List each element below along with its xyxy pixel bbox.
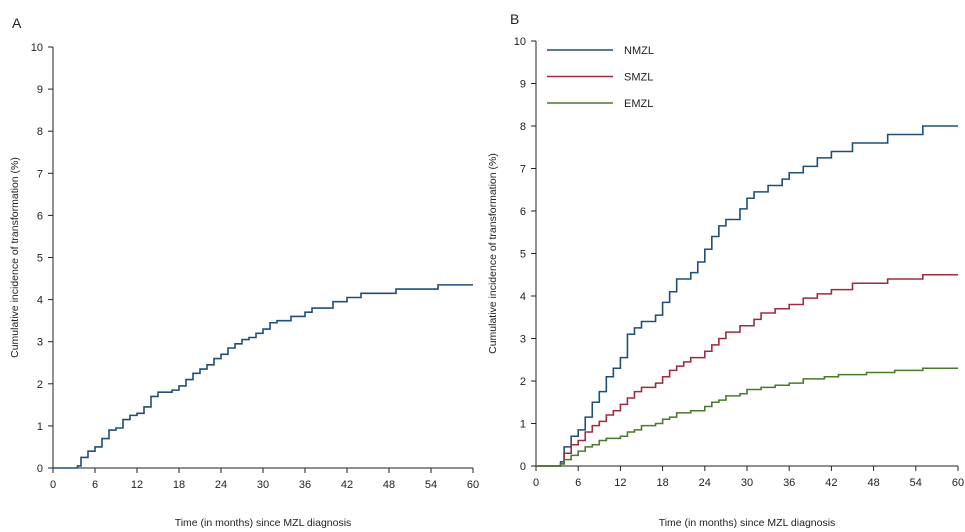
panel-label: A (12, 15, 22, 31)
y-tick-label: 2 (37, 379, 43, 391)
y-tick-label: 0 (37, 463, 43, 475)
x-tick-label: 18 (656, 477, 668, 489)
x-tick-label: 24 (699, 477, 711, 489)
x-tick-label: 48 (867, 477, 879, 489)
y-tick-label: 8 (37, 126, 43, 138)
y-tick-label: 5 (37, 253, 43, 265)
smzl-series-line (536, 273, 958, 467)
x-tick-label: 0 (533, 477, 539, 489)
y-tick-label: 7 (520, 164, 526, 176)
nmzl-series-line (536, 125, 958, 467)
legend-label-smzl: SMZL (624, 72, 653, 84)
x-tick-label: 0 (50, 479, 56, 491)
x-tick-label: 18 (173, 479, 185, 491)
y-tick-label: 4 (37, 295, 43, 307)
x-tick-label: 60 (952, 477, 964, 489)
y-tick-label: 8 (520, 121, 526, 133)
x-tick-label: 6 (575, 477, 581, 489)
y-tick-label: 0 (520, 461, 526, 473)
x-tick-label: 54 (425, 479, 437, 491)
cumulative-incidence-series-line (53, 284, 473, 469)
legend-label-nmzl: NMZL (624, 45, 654, 57)
x-tick-label: 36 (783, 477, 795, 489)
y-tick-label: 2 (520, 376, 526, 388)
x-tick-label: 12 (614, 477, 626, 489)
emzl-series-line (536, 367, 958, 467)
y-tick-label: 1 (520, 419, 526, 431)
legend-label-emzl: EMZL (624, 98, 653, 110)
x-tick-label: 36 (299, 479, 311, 491)
y-tick-label: 5 (520, 249, 526, 261)
y-tick-label: 3 (37, 337, 43, 349)
y-tick-label: 4 (520, 291, 526, 303)
x-tick-label: 24 (215, 479, 227, 491)
x-axis-title: Time (in months) since MZL diagnosis (659, 517, 836, 529)
y-tick-label: 10 (31, 42, 43, 54)
y-tick-label: 6 (37, 210, 43, 222)
panel-label: B (510, 11, 519, 27)
y-tick-label: 9 (37, 84, 43, 96)
x-tick-label: 30 (741, 477, 753, 489)
x-tick-label: 54 (910, 477, 922, 489)
y-tick-label: 7 (37, 168, 43, 180)
x-tick-label: 6 (92, 479, 98, 491)
x-axis-title: Time (in months) since MZL diagnosis (175, 517, 352, 529)
y-tick-label: 10 (514, 36, 526, 48)
x-tick-label: 30 (257, 479, 269, 491)
x-tick-label: 60 (467, 479, 479, 491)
x-tick-label: 42 (341, 479, 353, 491)
y-tick-label: 6 (520, 206, 526, 218)
y-axis-title: Cumulative incidence of transformation (… (9, 157, 21, 358)
x-tick-label: 42 (825, 477, 837, 489)
x-tick-label: 48 (383, 479, 395, 491)
y-tick-label: 9 (520, 79, 526, 91)
y-axis-title: Cumulative incidence of transformation (… (487, 153, 499, 354)
y-tick-label: 3 (520, 334, 526, 346)
x-tick-label: 12 (131, 479, 143, 491)
y-tick-label: 1 (37, 421, 43, 433)
